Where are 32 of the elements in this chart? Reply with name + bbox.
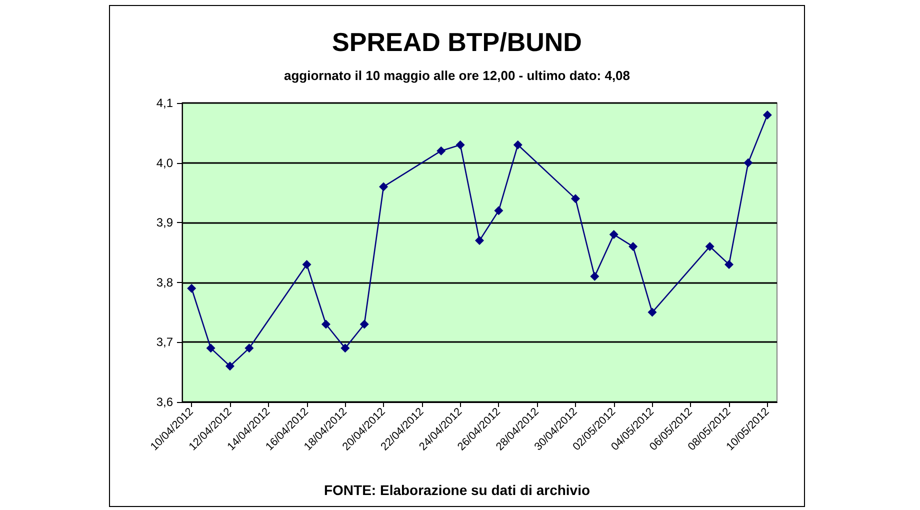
- point: [724, 260, 734, 269]
- point: [436, 146, 446, 156]
- point: [570, 194, 580, 204]
- point: [744, 158, 753, 168]
- point: [244, 344, 254, 353]
- point: [513, 140, 522, 150]
- chart-subtitle: aggiornato il 10 maggio alle ore 12,00 - ultimo dato: 4,08: [284, 68, 630, 83]
- point: [225, 362, 234, 371]
- point: [628, 242, 638, 252]
- point: [456, 140, 465, 150]
- point: [379, 182, 388, 192]
- y-tick-label: 4,1: [156, 96, 174, 110]
- point: [590, 272, 600, 281]
- point: [187, 284, 196, 293]
- point: [609, 230, 618, 240]
- point: [302, 260, 312, 269]
- y-tick-label: 3,9: [156, 216, 174, 230]
- source-note: FONTE: Elaborazione su dati di archivio: [324, 482, 590, 498]
- point: [321, 320, 330, 329]
- y-tick-label: 3,6: [156, 395, 174, 409]
- point: [206, 344, 216, 353]
- point: [494, 206, 504, 216]
- y-tick-label: 3,7: [156, 335, 174, 350]
- chart-title: SPREAD BTP/BUND: [332, 27, 582, 57]
- point: [762, 110, 772, 120]
- point: [475, 236, 484, 246]
- point: [648, 308, 657, 317]
- y-tick-label: 4,0: [156, 156, 174, 170]
- point: [705, 242, 714, 252]
- point: [360, 320, 369, 329]
- point: [340, 344, 350, 353]
- y-tick-label: 3,8: [156, 275, 174, 290]
